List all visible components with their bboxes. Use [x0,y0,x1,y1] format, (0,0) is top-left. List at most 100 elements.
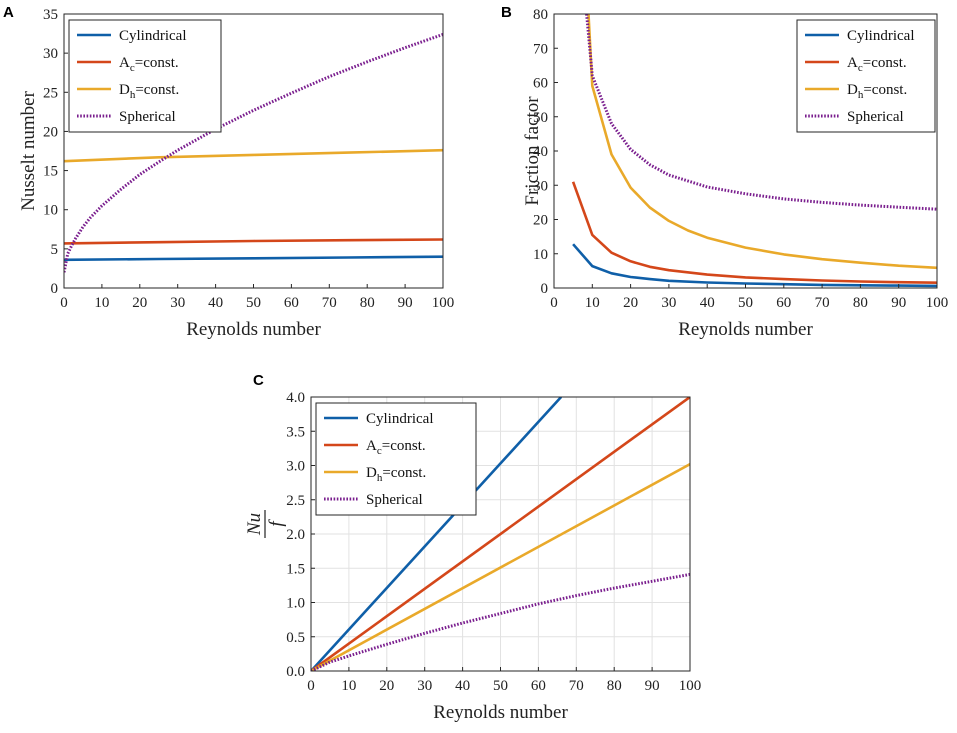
x-tick-label: 10 [341,678,356,694]
series-line-sph [311,572,690,671]
legend-label-sph: Spherical [366,492,423,508]
y-tick-label: 0 [51,281,59,297]
x-tick-label: 20 [623,295,638,311]
x-tick-label: 30 [661,295,676,311]
y-tick-label: 35 [43,7,58,23]
legend-box [315,402,477,516]
x-tick-label: 0 [550,295,558,311]
x-axis-label: Reynolds number [186,319,321,340]
y-tick-label: 1.5 [286,561,305,577]
x-tick-label: 30 [170,295,185,311]
y-tick-label: 3.0 [286,459,305,475]
x-tick-label: 30 [417,678,432,694]
plot-b: 0 10 20 30 40 50 60 70 80 90 100 0 10 20 30 40 50 60 70 80 R… [522,7,948,340]
y-tick-label: 30 [533,178,548,194]
series-line-ac [571,181,937,284]
x-tick-label: 60 [531,678,546,694]
legend-label-cyl: Cylindrical [119,28,187,44]
series-line-dh [311,462,690,671]
panel-label-b: B [501,4,512,21]
series-line-ac [311,397,690,671]
series-line-cyl [311,397,563,671]
y-tick-label: 30 [43,46,58,62]
y-tick-label: 4.0 [286,390,305,406]
legend-label-cyl: Cylindrical [366,411,434,427]
x-tick-label: 20 [379,678,394,694]
y-axis-label: Friction factor [522,96,543,206]
y-tick-label: 1.0 [286,596,305,612]
x-tick-label: 10 [585,295,600,311]
x-axis-label: Reynolds number [678,319,813,340]
y-tick-label: 2.0 [286,527,305,543]
y-tick-label: 0.0 [286,664,305,680]
series-line-sph [585,14,937,211]
x-tick-label: 50 [246,295,261,311]
legend-label-ac: Ac=const. [119,55,179,74]
y-tick-label: 10 [43,203,58,219]
legend: Cylindrical Ac=const. Dh=const. Spherical [796,19,936,133]
y-tick-label: 0.5 [286,630,305,646]
x-tick-label: 100 [679,678,702,694]
y-axis-label-denominator: f [266,519,287,527]
x-tick-label: 60 [776,295,791,311]
legend-box [796,19,936,133]
y-tick-label: 0 [541,281,549,297]
x-tick-label: 100 [926,295,949,311]
y-axis-label: Nusselt number [18,90,39,210]
series-line-sph [64,32,443,273]
x-tick-label: 100 [432,295,455,311]
legend-box [68,19,222,133]
y-tick-label: 80 [533,7,548,23]
x-tick-label: 0 [307,678,315,694]
plot-c: 0 10 20 30 40 50 60 70 80 90 100 0.0 0.5 1.0 1.5 2.0 2.5… [244,390,701,723]
series-line-cyl [64,255,443,262]
x-tick-label: 40 [455,678,470,694]
y-tick-label: 60 [533,76,548,92]
legend-label-ac: Ac=const. [366,438,426,457]
y-tick-label: 3.5 [286,424,305,440]
x-tick-label: 90 [891,295,906,311]
y-tick-label: 2.5 [286,493,305,509]
x-tick-label: 80 [607,678,622,694]
x-tick-label: 70 [569,678,584,694]
y-tick-label: 50 [533,110,548,126]
y-tick-label: 5 [51,242,59,258]
series-line-ac [64,238,443,245]
legend: Cylindrical Ac=const. Dh=const. Spherical [315,402,477,516]
x-axis-label: Reynolds number [433,702,568,723]
legend-label-cyl: Cylindrical [847,28,915,44]
x-tick-label: 80 [853,295,868,311]
legend-label-dh: Dh=const. [366,465,426,484]
legend-label-ac: Ac=const. [847,55,907,74]
y-tick-label: 20 [533,213,548,229]
plot-a: 0 10 20 30 40 50 60 70 80 90 100 0 5 10 15 20 25 30 35 Reyn… [18,7,454,340]
x-tick-label: 70 [322,295,337,311]
y-tick-label: 10 [533,247,548,263]
x-tick-label: 40 [208,295,223,311]
x-tick-label: 0 [60,295,68,311]
x-tick-label: 50 [738,295,753,311]
x-tick-label: 90 [398,295,413,311]
y-tick-label: 70 [533,41,548,57]
x-tick-label: 10 [94,295,109,311]
legend-label-sph: Spherical [119,109,176,125]
x-tick-label: 90 [645,678,660,694]
y-axis-label-numerator: Nu [244,513,265,536]
x-tick-label: 80 [360,295,375,311]
x-tick-label: 60 [284,295,299,311]
y-tick-label: 25 [43,85,58,101]
y-tick-label: 20 [43,124,58,140]
series-line-dh [587,14,937,270]
x-tick-label: 20 [132,295,147,311]
y-tick-label: 15 [43,164,58,180]
x-tick-label: 50 [493,678,508,694]
legend-label-sph: Spherical [847,109,904,125]
legend-label-dh: Dh=const. [119,82,179,101]
legend: Cylindrical Ac=const. Dh=const. Spherical [68,19,222,133]
y-tick-label: 40 [533,144,548,160]
series-line-dh [64,148,443,163]
panel-label-a: A [3,4,14,21]
legend-label-dh: Dh=const. [847,82,907,101]
panel-label-c: C [253,372,264,389]
x-tick-label: 40 [700,295,715,311]
